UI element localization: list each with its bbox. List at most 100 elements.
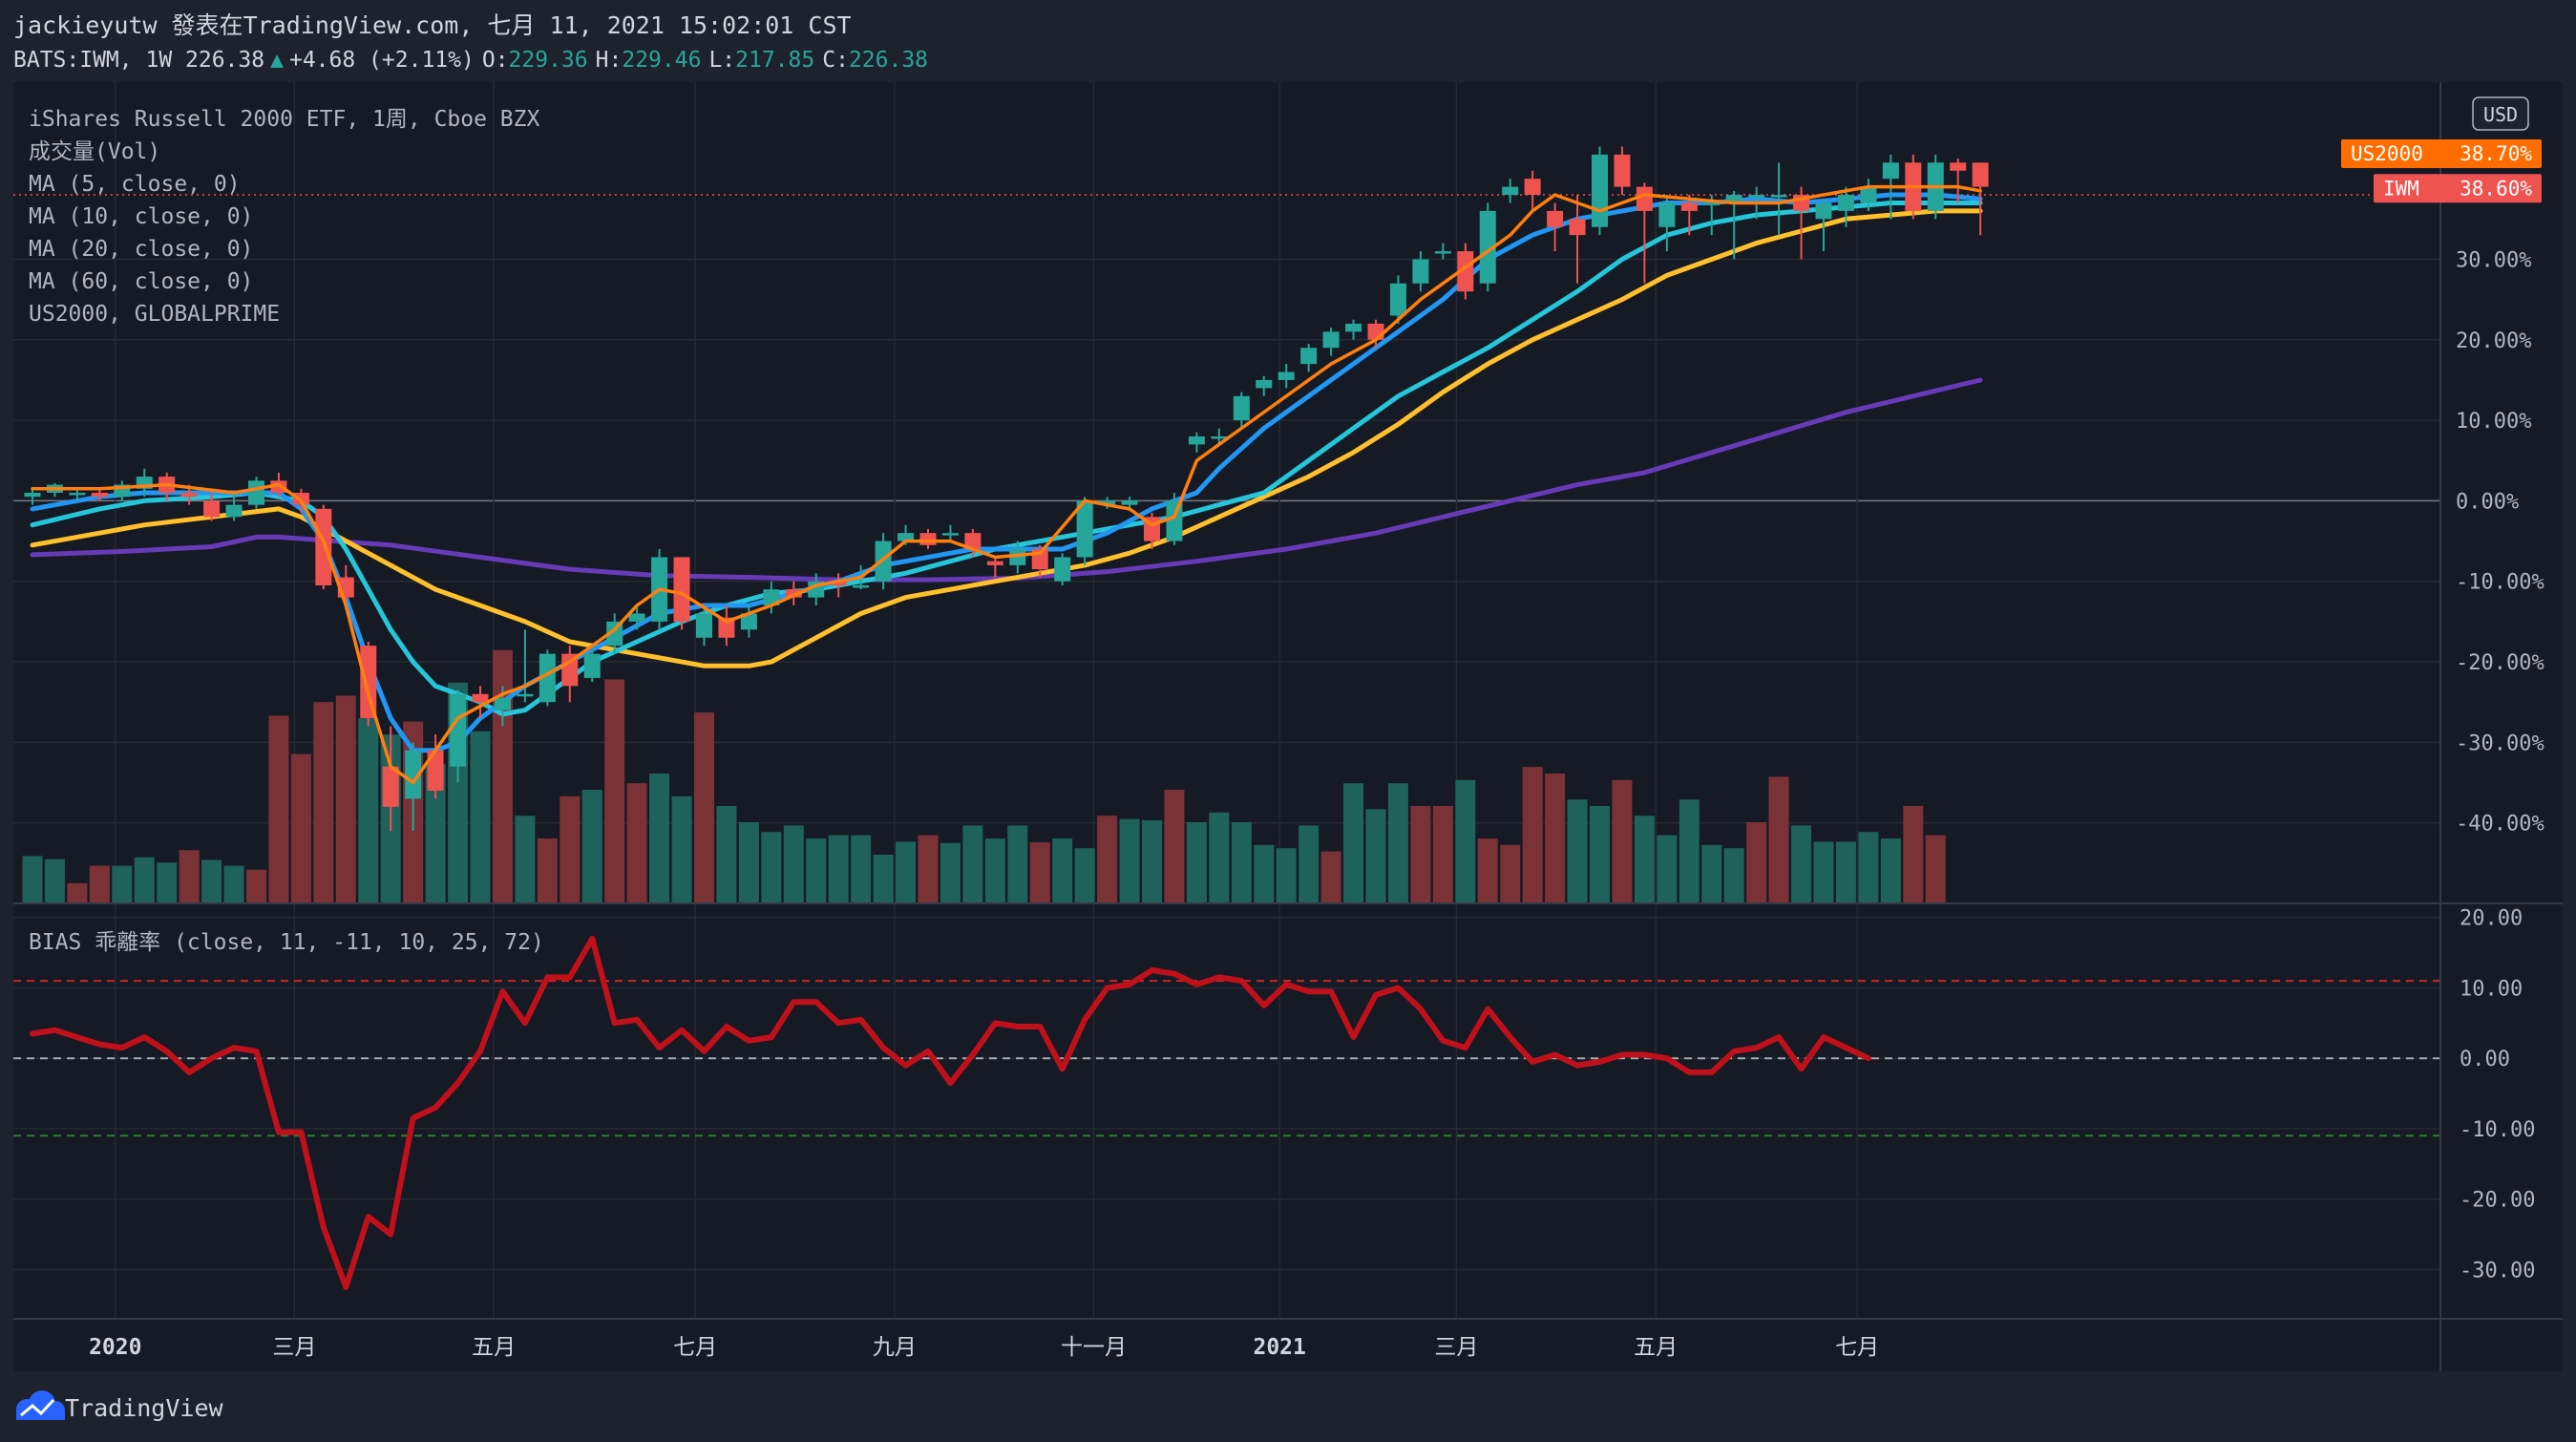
volume-bar bbox=[1142, 819, 1162, 903]
candle-body bbox=[1076, 500, 1093, 558]
volume-bar bbox=[806, 838, 827, 903]
currency-label: USD bbox=[2483, 103, 2518, 126]
candle-body bbox=[1972, 162, 1989, 187]
volume-bar bbox=[246, 869, 266, 903]
candle-body bbox=[696, 613, 712, 638]
volume-bar bbox=[940, 842, 961, 903]
candle-body bbox=[561, 653, 579, 687]
volume-bar bbox=[1007, 825, 1028, 903]
up-arrow-icon: ▲ bbox=[270, 48, 284, 73]
price-tick-label: 20.00% bbox=[2456, 329, 2531, 353]
volume-bar bbox=[716, 806, 737, 903]
time-tick-label: 五月 bbox=[472, 1335, 516, 1360]
volume-bar bbox=[1835, 841, 1856, 903]
candle-body bbox=[628, 613, 645, 622]
volume-bar bbox=[604, 679, 625, 903]
volume-bar bbox=[201, 859, 222, 903]
volume-bar bbox=[313, 702, 334, 903]
volume-bar bbox=[537, 838, 558, 903]
legend-bias[interactable]: BIAS 乖離率 (close, 11, -11, 10, 25, 72) bbox=[29, 930, 544, 955]
volume-bar bbox=[1074, 848, 1095, 903]
candle-body bbox=[986, 561, 1003, 565]
volume-bar bbox=[67, 882, 88, 903]
time-axis[interactable]: 2020 三月 五月 七月 九月 十一月 2021 三月 五月 七月 bbox=[89, 1335, 1879, 1360]
volume-bar bbox=[1500, 844, 1521, 903]
bias-tick-label: 0.00 bbox=[2460, 1048, 2510, 1071]
volume-bar bbox=[873, 855, 894, 903]
candle-body bbox=[1300, 348, 1318, 365]
volume-bar bbox=[358, 718, 379, 903]
candle-body bbox=[740, 613, 757, 630]
volume-bar bbox=[89, 865, 110, 903]
volume-bar bbox=[1209, 812, 1230, 903]
price-tick-label: -20.00% bbox=[2456, 651, 2544, 675]
legend-ma5[interactable]: MA (5, close, 0) bbox=[29, 172, 241, 197]
time-tick-label: 九月 bbox=[873, 1335, 917, 1360]
legend-us2000[interactable]: US2000, GLOBALPRIME bbox=[29, 302, 280, 327]
high-label: H: bbox=[596, 48, 623, 73]
symbol-name: BATS:IWM, 1W 226.38 bbox=[13, 48, 264, 73]
volume-bar bbox=[290, 753, 311, 903]
symbol-quote-line: BATS:IWM, 1W 226.38 ▲ +4.68 (+2.11%) O:229.… bbox=[13, 48, 928, 73]
volume-bar bbox=[425, 763, 446, 903]
legend-ma10[interactable]: MA (10, close, 0) bbox=[29, 204, 253, 229]
price-tick-label: -30.00% bbox=[2456, 732, 2544, 755]
currency-button[interactable]: USD bbox=[2472, 96, 2529, 131]
candle-body bbox=[1658, 202, 1676, 227]
candle-body bbox=[785, 589, 802, 598]
candle-body bbox=[248, 480, 264, 505]
legend-ma60[interactable]: MA (60, close, 0) bbox=[29, 269, 253, 294]
ma60-line bbox=[30, 208, 1983, 668]
legend-ma20[interactable]: MA (20, close, 0) bbox=[29, 237, 253, 262]
volume-bar bbox=[694, 712, 714, 903]
bias-pane bbox=[13, 935, 2440, 1290]
candle-body bbox=[315, 508, 332, 585]
volume-bar bbox=[671, 795, 692, 903]
bias-line bbox=[30, 935, 1871, 1290]
volume-bar bbox=[1410, 806, 1431, 903]
candle-body bbox=[382, 766, 399, 807]
time-tick-label: 十一月 bbox=[1061, 1335, 1127, 1360]
volume-bar bbox=[515, 816, 536, 903]
candle-body bbox=[1457, 251, 1474, 292]
volume-bar bbox=[1052, 838, 1073, 903]
volume-bar bbox=[1813, 841, 1834, 903]
ma5-overlay bbox=[31, 184, 1982, 785]
candle-body bbox=[405, 750, 422, 799]
legend-volume[interactable]: 成交量(Vol) bbox=[29, 139, 160, 164]
legend-main-series[interactable]: iShares Russell 2000 ETF, 1周, Cboe BZX bbox=[29, 107, 539, 132]
candle-body bbox=[1547, 210, 1564, 227]
volume-bar bbox=[134, 857, 155, 903]
open-label: O: bbox=[482, 48, 509, 73]
volume-bar bbox=[1097, 816, 1118, 903]
candle-body bbox=[24, 493, 41, 498]
volume-bar bbox=[738, 822, 759, 903]
volume-bars bbox=[22, 649, 1946, 903]
volume-bar bbox=[1612, 779, 1633, 903]
volume-bar bbox=[1119, 818, 1140, 903]
candle-body bbox=[1837, 195, 1854, 211]
tradingview-brand[interactable]: TradingView bbox=[16, 1390, 224, 1422]
candle-body bbox=[69, 493, 86, 496]
close-label: C: bbox=[822, 48, 849, 73]
currency-button-box[interactable] bbox=[2472, 96, 2529, 131]
volume-bar bbox=[1387, 783, 1408, 903]
volume-bar bbox=[1768, 776, 1789, 903]
volume-bar bbox=[112, 865, 133, 903]
bias-tick-label: -10.00 bbox=[2460, 1118, 2535, 1142]
us2000-badge-value: 38.70% bbox=[2460, 142, 2532, 165]
candle-body bbox=[673, 557, 690, 622]
volume-bar bbox=[223, 865, 244, 903]
candle-body bbox=[1434, 251, 1451, 254]
candle-body bbox=[1345, 323, 1362, 332]
volume-bar bbox=[1320, 851, 1341, 903]
volume-bar bbox=[1276, 848, 1297, 903]
candle-body bbox=[1188, 435, 1205, 445]
candle-body bbox=[718, 617, 735, 638]
volume-bar bbox=[1567, 799, 1588, 903]
volume-bar bbox=[1522, 767, 1543, 903]
published-by-line: jackieyutw 發表在TradingView.com, 七月 11, 20… bbox=[13, 11, 852, 39]
candle-body bbox=[472, 693, 489, 703]
volume-bar bbox=[157, 862, 178, 903]
brand-name: TradingView bbox=[65, 1394, 224, 1422]
